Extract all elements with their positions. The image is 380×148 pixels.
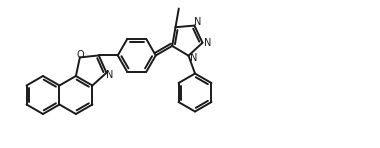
Text: O: O <box>76 50 84 60</box>
Text: N: N <box>106 70 113 80</box>
Text: N: N <box>190 53 197 63</box>
Text: N: N <box>204 38 211 48</box>
Text: N: N <box>194 17 201 26</box>
